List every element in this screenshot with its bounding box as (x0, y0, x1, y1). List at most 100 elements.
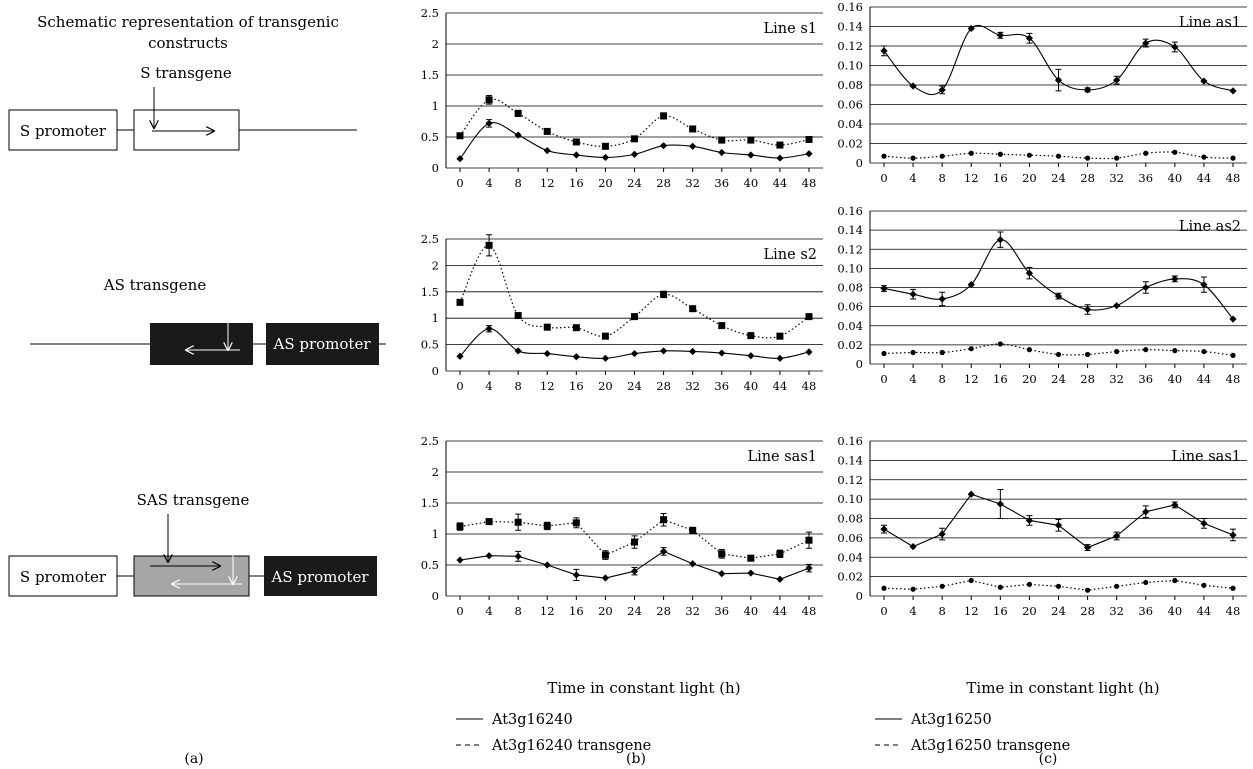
data-point-circle (1143, 579, 1149, 586)
data-point-diamond (1171, 43, 1179, 51)
x-tick-label: 32 (685, 604, 700, 618)
x-tick-label: 0 (880, 604, 887, 618)
x-tick-label: 12 (540, 176, 555, 190)
y-tick-label: 1.5 (421, 496, 439, 510)
chart-title: Line sas1 (1171, 449, 1241, 465)
data-point-square (689, 125, 697, 133)
x-tick-label: 28 (1080, 372, 1095, 386)
x-tick-label: 8 (515, 379, 522, 393)
x-tick-label: 16 (993, 171, 1008, 185)
panel-letter-b: (b) (626, 751, 646, 767)
x-tick-label: 24 (627, 379, 642, 393)
data-point-square (485, 241, 493, 249)
data-point-diamond (909, 542, 917, 551)
data-point-diamond (880, 284, 888, 293)
x-tick-label: 32 (1109, 171, 1124, 185)
y-tick-label: 2 (432, 258, 439, 272)
y-tick-label: 0.08 (837, 281, 863, 295)
data-point-diamond (601, 153, 610, 162)
chart-as1: 00.020.040.060.080.100.120.140.160 4 8 12 16… (837, 0, 1247, 185)
y-tick-label: 2.5 (421, 434, 439, 448)
x-tick-label: 4 (485, 604, 492, 618)
x-tick-label: 32 (1109, 604, 1124, 618)
x-tick-label: 40 (744, 604, 759, 618)
data-point-square (543, 522, 551, 530)
data-point-circle (1084, 587, 1091, 593)
data-point-circle (1172, 577, 1178, 584)
x-tick-label: 28 (1080, 604, 1095, 618)
data-point-diamond (543, 349, 551, 358)
data-point-circle (1026, 152, 1033, 158)
x-tick-label: 12 (964, 604, 979, 618)
x-tick-label: 36 (714, 176, 729, 190)
data-point-diamond (776, 154, 784, 162)
data-point-square (601, 142, 609, 150)
data-point-circle (910, 349, 916, 356)
data-point-square (456, 132, 464, 140)
data-point-circle (1230, 155, 1236, 161)
legend-c-dashed-label: At3g16250 transgene (910, 738, 1070, 754)
y-tick-label: 2.5 (421, 6, 439, 20)
x-tick-label: 36 (714, 379, 729, 393)
x-tick-label: 48 (802, 379, 817, 393)
data-point-diamond (967, 281, 975, 289)
data-point-diamond (776, 575, 784, 583)
x-tick-label: 12 (540, 379, 555, 393)
data-point-square (805, 135, 813, 143)
data-point-square (747, 554, 755, 562)
data-point-square (572, 519, 580, 527)
data-point-diamond (689, 560, 697, 568)
y-tick-label: 0.04 (837, 319, 863, 333)
as-promoter-label: AS promoter (272, 335, 371, 353)
data-point-circle (1114, 583, 1120, 589)
sas-transgene-label: SAS transgene (137, 491, 250, 509)
x-tick-label: 36 (1138, 171, 1153, 185)
x-tick-label: 20 (1022, 372, 1037, 386)
x-tick-label: 32 (685, 176, 700, 190)
x-tick-label: 28 (1080, 171, 1095, 185)
data-point-diamond (659, 142, 668, 150)
data-point-diamond (1054, 292, 1063, 300)
data-point-square (514, 518, 522, 526)
x-tick-label: 24 (627, 604, 642, 618)
data-point-circle (1114, 348, 1120, 355)
x-tick-label: 16 (993, 604, 1008, 618)
data-point-circle (997, 151, 1003, 157)
y-tick-label: 0.02 (837, 570, 863, 584)
y-tick-label: 0.5 (421, 130, 439, 144)
chart-s1: 00.511.522.50 4 8 12 16 20 24 28 32 36 40 44 48Line … (421, 6, 823, 190)
data-point-circle (881, 585, 887, 591)
data-point-diamond (1025, 269, 1034, 277)
chart-sas1_c: 00.020.040.060.080.100.120.140.160 4 8 12 16… (837, 434, 1247, 618)
x-tick-label: 32 (685, 379, 700, 393)
data-point-circle (1201, 582, 1207, 588)
y-tick-label: 0.04 (837, 550, 863, 564)
data-point-diamond (1200, 77, 1208, 85)
x-tick-label: 16 (569, 604, 584, 618)
x-tick-label: 24 (1051, 171, 1066, 185)
x-tick-label: 28 (656, 604, 671, 618)
data-point-diamond (514, 552, 522, 560)
data-point-diamond (572, 571, 580, 579)
legend-b-solid-label: At3g16240 (491, 712, 573, 728)
data-point-diamond (1054, 521, 1063, 529)
as-construct: AS transgene AS promoter (30, 276, 386, 365)
y-tick-label: 0 (856, 589, 863, 603)
y-tick-label: 0 (856, 156, 863, 170)
data-point-square (718, 322, 726, 330)
data-point-circle (939, 153, 945, 159)
schematic-title-line2: constructs (148, 34, 228, 52)
y-tick-label: 0 (432, 364, 439, 378)
data-point-diamond (1229, 531, 1237, 539)
chart-as2: 00.020.040.060.080.100.120.140.160 4 8 12 16… (837, 204, 1247, 386)
data-point-square (718, 136, 726, 144)
y-tick-label: 0 (856, 357, 863, 371)
x-tick-label: 20 (1022, 171, 1037, 185)
y-tick-label: 0.02 (837, 137, 863, 151)
chart-s2: 00.511.522.50 4 8 12 16 20 24 28 32 36 40 44 48Line … (421, 232, 823, 393)
x-tick-label: 44 (773, 176, 788, 190)
x-tick-label: 36 (1138, 604, 1153, 618)
y-tick-label: 2.5 (421, 232, 439, 246)
y-tick-label: 0.06 (837, 300, 863, 314)
